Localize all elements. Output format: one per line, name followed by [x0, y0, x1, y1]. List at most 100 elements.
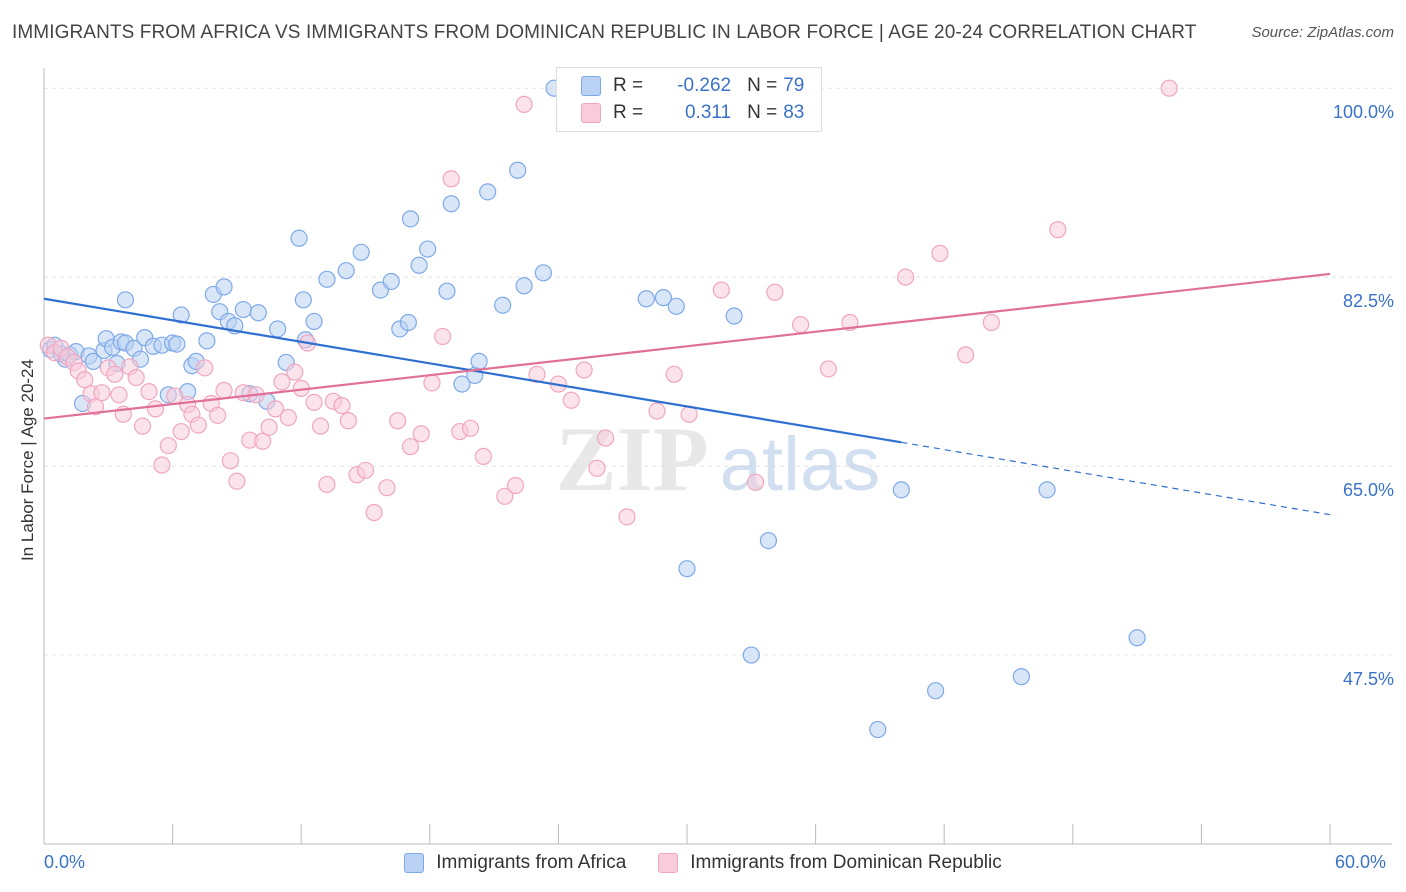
y-tick-label: 100.0% — [1332, 102, 1394, 123]
data-point — [260, 418, 278, 436]
data-point — [442, 170, 460, 188]
legend-n-value: 83 — [783, 102, 805, 123]
data-point — [172, 422, 190, 441]
legend-n-value: 79 — [783, 75, 805, 96]
chart-title: IMMIGRANTS FROM AFRICA VS IMMIGRANTS FRO… — [12, 22, 1197, 43]
data-point — [168, 335, 186, 353]
trend-lines — [43, 272, 1331, 516]
data-point — [140, 382, 158, 401]
series-legend: Immigrants from Africa Immigrants from D… — [0, 852, 1406, 874]
legend-row-africa: R = -0.262 N = 79 — [581, 73, 804, 99]
data-point — [110, 386, 128, 404]
data-point — [215, 381, 233, 400]
trend-line-dominican — [43, 272, 1331, 420]
data-point — [562, 391, 580, 409]
data-point — [337, 262, 355, 280]
legend-n-label: N = — [747, 102, 778, 123]
data-point — [234, 300, 252, 319]
data-point — [196, 359, 214, 377]
legend-item-africa: Immigrants from Africa — [404, 852, 626, 874]
data-point — [678, 560, 696, 578]
data-point — [637, 290, 655, 308]
data-point — [333, 397, 351, 415]
data-point — [819, 360, 838, 378]
legend-swatch-dominican — [581, 103, 601, 123]
data-point — [931, 244, 949, 262]
data-point — [434, 327, 452, 346]
data-point — [892, 481, 910, 499]
data-point — [410, 256, 428, 274]
data-point — [254, 432, 272, 450]
data-point — [221, 452, 240, 470]
data-point — [412, 425, 430, 443]
data-point — [506, 476, 525, 495]
data-point — [133, 417, 152, 435]
data-point — [249, 304, 267, 322]
data-point — [927, 682, 945, 700]
legend-label-dominican: Immigrants from Dominican Republic — [690, 852, 1002, 873]
x-tick-label-min: 0.0% — [44, 852, 86, 872]
data-point — [759, 531, 778, 550]
data-point — [273, 373, 291, 391]
data-point — [318, 270, 336, 288]
data-point — [106, 365, 124, 383]
data-point — [496, 487, 514, 505]
data-point — [401, 210, 420, 228]
data-point — [382, 272, 400, 291]
data-point — [1049, 221, 1067, 239]
data-point — [290, 229, 308, 247]
data-point — [742, 646, 760, 664]
data-point — [712, 281, 730, 299]
data-point — [1128, 629, 1146, 647]
trend-line-africa-extension — [901, 441, 1331, 516]
series-dominican — [39, 79, 1178, 526]
x-tick-label-max: 60.0% — [1335, 852, 1387, 872]
data-point — [665, 365, 683, 383]
data-point — [423, 374, 441, 392]
data-point — [419, 240, 437, 258]
data-point — [339, 412, 357, 430]
data-point — [228, 472, 246, 490]
data-point — [93, 384, 111, 402]
data-point — [746, 473, 765, 491]
watermark-zip: ZIP — [555, 408, 708, 510]
data-point — [389, 412, 407, 430]
data-point — [294, 291, 312, 309]
data-point — [198, 332, 216, 350]
legend-r-label: R = — [613, 75, 644, 96]
data-point — [84, 352, 102, 370]
data-point — [76, 371, 94, 389]
data-point — [172, 306, 190, 324]
data-point — [215, 278, 233, 296]
data-point — [534, 264, 552, 282]
data-point — [127, 368, 145, 387]
data-point — [352, 243, 370, 261]
y-tick-label: 65.0% — [1342, 480, 1394, 501]
data-point — [1012, 668, 1030, 686]
data-point — [982, 313, 1000, 332]
legend-r-value: -0.262 — [677, 75, 732, 96]
data-point — [269, 320, 287, 338]
data-point — [318, 475, 336, 494]
data-point — [461, 419, 480, 437]
data-point — [575, 361, 593, 379]
legend-r-value: 0.311 — [684, 102, 732, 123]
data-point — [897, 268, 915, 286]
data-point — [438, 282, 456, 300]
legend-swatch-dominican — [658, 853, 679, 873]
legend-label-africa: Immigrants from Africa — [436, 852, 627, 873]
data-point — [509, 161, 527, 179]
data-point — [479, 183, 497, 201]
data-point — [618, 508, 636, 526]
data-point — [1160, 79, 1178, 97]
legend-swatch-africa — [581, 76, 601, 96]
data-point — [442, 195, 460, 213]
y-tick-label: 47.5% — [1342, 669, 1394, 690]
data-point — [86, 398, 105, 416]
legend-n-label: N = — [747, 75, 778, 96]
data-point — [667, 297, 685, 315]
data-point — [356, 461, 375, 480]
data-point — [453, 375, 471, 393]
y-tick-label: 82.5% — [1342, 291, 1394, 312]
